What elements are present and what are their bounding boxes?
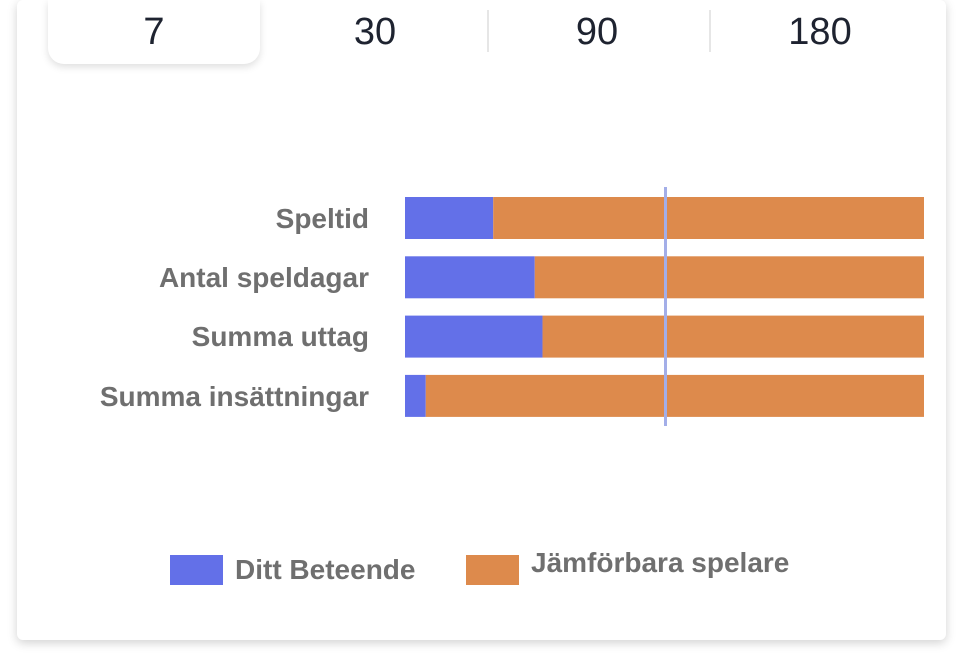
period-tabs: 7 30 90 180: [17, 0, 946, 70]
bar-ditt-beteende-0: [405, 197, 494, 239]
tab-period-7[interactable]: 7: [48, 0, 260, 64]
legend-label-jamforbara-spelare: Jämförbara spelare: [531, 547, 790, 578]
bar-ditt-beteende-2: [405, 315, 543, 358]
bar-jamforbara-spelare-3: [425, 374, 924, 417]
tab-period-30[interactable]: 30: [353, 10, 397, 53]
tab-period-90[interactable]: 90: [575, 10, 619, 53]
category-label-antal-speldagar: Antal speldagar: [158, 262, 369, 293]
category-label-summa-insattningar: Summa insättningar: [99, 381, 369, 412]
bar-jamforbara-spelare-1: [534, 256, 924, 299]
legend-swatch-ditt-beteende: [170, 555, 223, 585]
tab-period-180[interactable]: 180: [788, 10, 852, 53]
bar-jamforbara-spelare-2: [542, 315, 924, 358]
legend-item-ditt-beteende: Ditt Beteende: [170, 548, 415, 592]
tab-divider: [709, 10, 711, 52]
stacked-bar-chart: [405, 187, 924, 426]
bar-ditt-beteende-1: [405, 256, 535, 299]
tab-divider: [487, 10, 489, 52]
legend-swatch-jamforbara-spelare: [466, 555, 519, 585]
bar-jamforbara-spelare-0: [493, 197, 924, 239]
legend-item-jamforbara-spelare: Jämförbara spelare: [466, 547, 790, 592]
category-label-speltid: Speltid: [275, 203, 369, 234]
bar-ditt-beteende-3: [405, 374, 426, 417]
behavior-comparison-card: 7 30 90 180 Speltid Antal speldagar Summ…: [17, 0, 946, 640]
legend-label-ditt-beteende: Ditt Beteende: [235, 554, 416, 585]
category-label-summa-uttag: Summa uttag: [191, 321, 369, 352]
